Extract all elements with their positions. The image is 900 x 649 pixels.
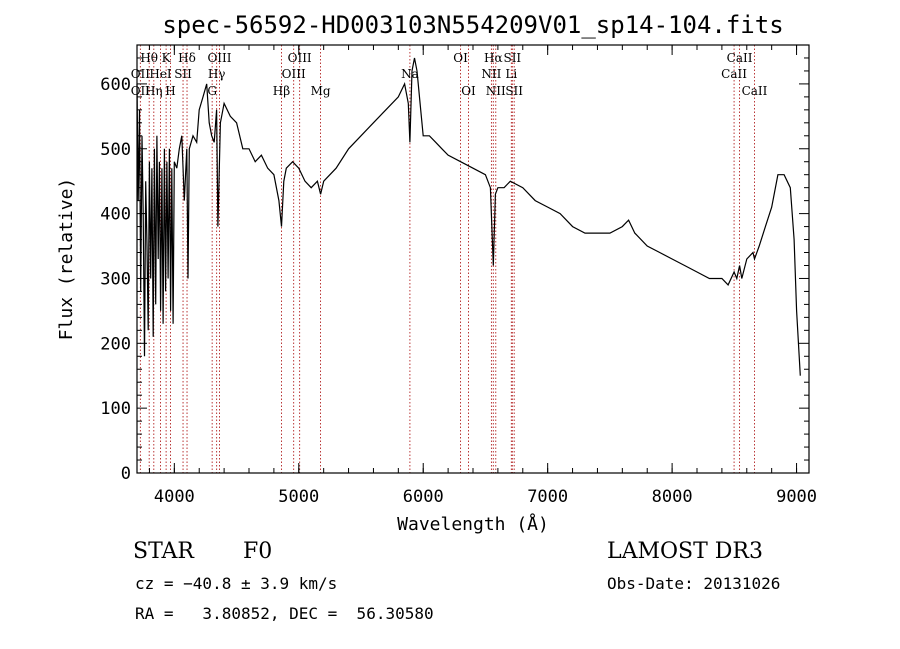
line-label: OIII (207, 51, 231, 65)
line-label: Li (505, 67, 517, 81)
line-label: SII (503, 51, 521, 65)
line-label: NII (481, 67, 501, 81)
y-tick-label: 0 (121, 464, 131, 484)
y-axis-label: Flux (relative) (56, 178, 77, 341)
y-tick-label: 300 (100, 269, 131, 289)
x-tick-label: 7000 (527, 487, 568, 507)
chart-title: spec-56592-HD003103N554209V01_sp14-104.f… (162, 11, 783, 39)
line-label: HeI (149, 67, 172, 81)
line-label: Hη (145, 84, 163, 98)
line-label: CaII (721, 67, 747, 81)
line-label: Hθ (140, 51, 158, 65)
line-label: Na (401, 67, 419, 81)
y-tick-label: 200 (100, 334, 131, 354)
line-label: Hγ (208, 67, 226, 81)
subclass: F0 (243, 539, 273, 564)
x-tick-label: 9000 (776, 487, 817, 507)
x-axis-ticks: 4000 5000 6000 7000 8000 9000 (148, 45, 817, 507)
x-tick-label: 6000 (403, 487, 444, 507)
line-label: OIII (288, 51, 312, 65)
line-label: OI (461, 84, 476, 98)
line-label: K (162, 51, 172, 65)
line-label: Mg (311, 84, 331, 98)
plot-frame (136, 44, 810, 474)
line-label: Hα (484, 51, 503, 65)
x-tick-label: 4000 (154, 487, 195, 507)
object-class: STAR (133, 539, 194, 564)
line-label: SII (505, 84, 523, 98)
y-axis-ticks: 0 100 200 300 400 500 600 (100, 57, 809, 484)
line-label: SII (174, 67, 192, 81)
line-label: OI (453, 51, 468, 65)
survey-name: LAMOST DR3 (607, 539, 763, 564)
line-label: H (165, 84, 175, 98)
coordinates: RA = 3.80852, DEC = 56.30580 (135, 604, 434, 623)
redshift-velocity: cz = −40.8 ± 3.9 km/s (135, 574, 338, 593)
y-tick-label: 100 (100, 399, 131, 419)
spectrum-line (136, 57, 801, 376)
x-tick-label: 5000 (278, 487, 319, 507)
x-tick-label: 8000 (652, 487, 693, 507)
line-label: OII (131, 67, 151, 81)
line-label: Hβ (273, 84, 290, 98)
line-label: CaII (727, 51, 753, 65)
line-label: G (207, 84, 217, 98)
line-label: OII (131, 84, 151, 98)
line-label: CaII (742, 84, 768, 98)
emission-line-markers (139, 45, 755, 473)
x-axis-label: Wavelength (Å) (397, 513, 549, 535)
y-tick-label: 500 (100, 140, 131, 160)
line-label: NII (486, 84, 506, 98)
y-tick-label: 600 (100, 75, 131, 95)
line-label: Hδ (178, 51, 196, 65)
line-label: OIII (282, 67, 306, 81)
observation-date: Obs-Date: 20131026 (607, 574, 781, 593)
y-tick-label: 400 (100, 205, 131, 225)
